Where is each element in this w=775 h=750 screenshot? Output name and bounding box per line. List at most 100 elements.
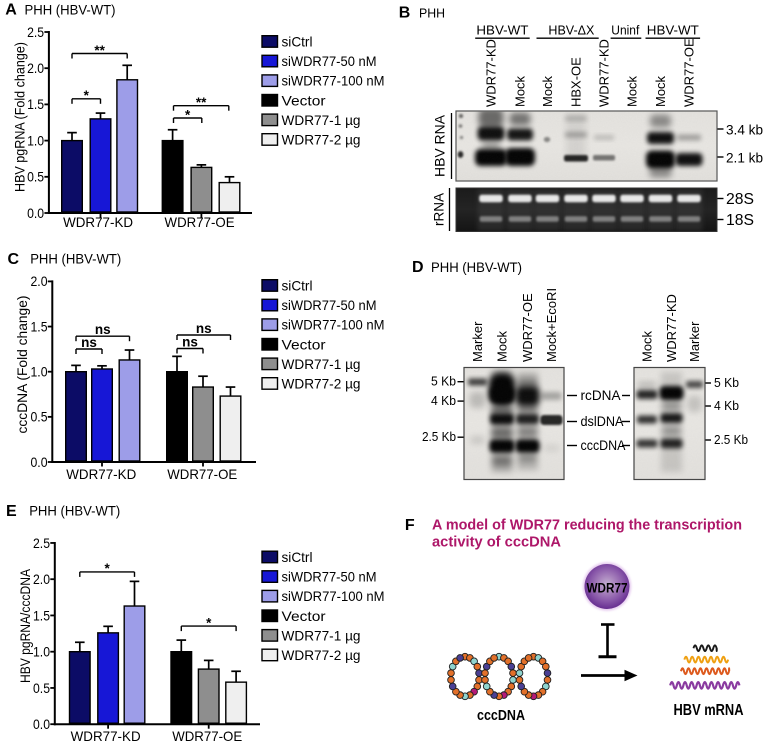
svg-text:0.5: 0.5 bbox=[31, 409, 48, 425]
svg-text:*: * bbox=[84, 88, 90, 103]
svg-text:WDR77-OE: WDR77-OE bbox=[167, 466, 237, 482]
svg-text:Mock: Mock bbox=[625, 75, 640, 107]
svg-text:WDR77-1 µg: WDR77-1 µg bbox=[282, 112, 361, 128]
svg-text:WDR77-1 µg: WDR77-1 µg bbox=[282, 627, 361, 643]
svg-text:Mock: Mock bbox=[495, 330, 510, 362]
svg-text:1.0: 1.0 bbox=[33, 644, 50, 660]
svg-text:PHH (HBV-WT): PHH (HBV-WT) bbox=[25, 1, 116, 17]
svg-text:2.5 Kb: 2.5 Kb bbox=[714, 432, 748, 447]
svg-text:**: ** bbox=[196, 95, 207, 110]
svg-text:HBV-WT: HBV-WT bbox=[647, 23, 699, 38]
svg-text:HBV mRNA: HBV mRNA bbox=[674, 702, 744, 719]
svg-text:*: * bbox=[185, 107, 191, 122]
svg-text:HBV-WT: HBV-WT bbox=[476, 23, 528, 38]
svg-text:WDR77-KD: WDR77-KD bbox=[71, 728, 141, 744]
svg-text:WDR77-2 µg: WDR77-2 µg bbox=[282, 376, 361, 392]
svg-text:HBV pgRNA/cccDNA: HBV pgRNA/cccDNA bbox=[17, 568, 33, 683]
svg-text:siCtrl: siCtrl bbox=[282, 549, 313, 565]
svg-text:Uninf: Uninf bbox=[611, 23, 639, 38]
svg-text:ns: ns bbox=[196, 321, 212, 336]
svg-text:rcDNA: rcDNA bbox=[581, 388, 621, 403]
svg-text:dslDNA: dslDNA bbox=[581, 414, 624, 429]
svg-text:B: B bbox=[399, 5, 411, 22]
svg-text:Vector: Vector bbox=[282, 336, 326, 352]
svg-text:HBV-ΔX: HBV-ΔX bbox=[548, 23, 594, 38]
svg-text:HBV pgRNA (Fold change): HBV pgRNA (Fold change) bbox=[12, 42, 28, 192]
svg-text:Vector: Vector bbox=[282, 92, 326, 108]
svg-text:PHH (HBV-WT): PHH (HBV-WT) bbox=[30, 251, 121, 267]
svg-text:WDR77-KD: WDR77-KD bbox=[66, 466, 136, 482]
svg-text:2.0: 2.0 bbox=[33, 571, 50, 587]
svg-text:0.5: 0.5 bbox=[27, 169, 44, 185]
svg-text:Mock: Mock bbox=[640, 330, 655, 362]
svg-text:Mock: Mock bbox=[513, 75, 528, 107]
svg-text:WDR77-KD: WDR77-KD bbox=[664, 294, 679, 362]
svg-text:Mock+EcoRI: Mock+EcoRI bbox=[544, 288, 559, 362]
svg-text:siWDR77-100 nM: siWDR77-100 nM bbox=[282, 73, 385, 89]
svg-text:A model of WDR77 reducing the: A model of WDR77 reducing the transcript… bbox=[432, 518, 742, 534]
svg-text:A: A bbox=[5, 1, 17, 18]
svg-text:WDR77-KD: WDR77-KD bbox=[63, 214, 133, 230]
svg-text:3.4 kb: 3.4 kb bbox=[726, 121, 763, 137]
svg-text:0.5: 0.5 bbox=[33, 680, 50, 696]
svg-text:Marker: Marker bbox=[470, 321, 485, 362]
svg-text:Mock: Mock bbox=[653, 75, 668, 107]
svg-text:ns: ns bbox=[182, 335, 198, 350]
svg-text:1.0: 1.0 bbox=[27, 132, 44, 148]
svg-text:rRNA: rRNA bbox=[432, 193, 447, 226]
svg-text:HBX-OE: HBX-OE bbox=[569, 57, 584, 107]
svg-text:2.5: 2.5 bbox=[27, 24, 44, 40]
svg-text:0.0: 0.0 bbox=[33, 716, 50, 732]
svg-text:1.0: 1.0 bbox=[31, 364, 48, 380]
svg-text:siWDR77-50 nM: siWDR77-50 nM bbox=[282, 53, 377, 69]
svg-text:E: E bbox=[6, 503, 17, 520]
svg-text:PHH (HBV-WT): PHH (HBV-WT) bbox=[29, 503, 120, 519]
svg-text:WDR77-1 µg: WDR77-1 µg bbox=[282, 356, 361, 372]
svg-text:18S: 18S bbox=[726, 212, 754, 229]
svg-text:HBV RNA: HBV RNA bbox=[433, 115, 448, 177]
svg-text:WDR77: WDR77 bbox=[587, 580, 628, 595]
svg-text:Vector: Vector bbox=[282, 608, 326, 624]
svg-text:siCtrl: siCtrl bbox=[282, 34, 313, 50]
svg-text:WDR77-OE: WDR77-OE bbox=[520, 293, 535, 362]
svg-text:2.0: 2.0 bbox=[27, 60, 44, 76]
svg-text:WDR77-KD: WDR77-KD bbox=[597, 39, 612, 107]
svg-text:PHH: PHH bbox=[419, 6, 445, 21]
svg-text:WDR77-OE: WDR77-OE bbox=[165, 214, 235, 230]
svg-text:siWDR77-50 nM: siWDR77-50 nM bbox=[282, 569, 377, 585]
svg-text:WDR77-OE: WDR77-OE bbox=[682, 38, 697, 107]
svg-text:Marker: Marker bbox=[687, 321, 702, 362]
svg-text:Mock: Mock bbox=[540, 75, 555, 107]
svg-text:ns: ns bbox=[81, 335, 97, 350]
svg-text:5 Kb: 5 Kb bbox=[431, 374, 456, 389]
svg-text:F: F bbox=[405, 517, 415, 534]
svg-text:*: * bbox=[105, 561, 111, 576]
svg-text:2.5: 2.5 bbox=[33, 535, 50, 551]
svg-text:2.0: 2.0 bbox=[31, 273, 48, 289]
svg-text:5 Kb: 5 Kb bbox=[714, 375, 739, 390]
svg-text:**: ** bbox=[94, 43, 105, 58]
svg-text:WDR77-2 µg: WDR77-2 µg bbox=[282, 647, 361, 663]
svg-text:PHH (HBV-WT): PHH (HBV-WT) bbox=[431, 259, 522, 275]
svg-text:WDR77-OE: WDR77-OE bbox=[172, 728, 242, 744]
svg-text:4 Kb: 4 Kb bbox=[431, 393, 456, 408]
svg-text:WDR77-2 µg: WDR77-2 µg bbox=[282, 132, 361, 148]
svg-text:1.5: 1.5 bbox=[33, 607, 50, 623]
svg-text:2.5 Kb: 2.5 Kb bbox=[422, 429, 456, 444]
svg-text:C: C bbox=[8, 251, 20, 268]
svg-text:cccDNA (Fold change): cccDNA (Fold change) bbox=[14, 296, 30, 434]
svg-text:ns: ns bbox=[95, 322, 111, 337]
svg-text:D: D bbox=[412, 259, 424, 276]
svg-text:WDR77-KD: WDR77-KD bbox=[484, 39, 499, 107]
svg-text:siWDR77-50 nM: siWDR77-50 nM bbox=[282, 297, 377, 313]
svg-text:cccDNA: cccDNA bbox=[477, 707, 525, 724]
svg-text:cccDNA: cccDNA bbox=[581, 438, 626, 453]
svg-text:1.5: 1.5 bbox=[27, 96, 44, 112]
svg-text:0.0: 0.0 bbox=[27, 205, 44, 221]
svg-text:siWDR77-100 nM: siWDR77-100 nM bbox=[282, 317, 385, 333]
svg-text:1.5: 1.5 bbox=[31, 318, 48, 334]
svg-text:2.1 kb: 2.1 kb bbox=[726, 149, 763, 165]
svg-text:0.0: 0.0 bbox=[31, 454, 48, 470]
svg-text:4 Kb: 4 Kb bbox=[714, 398, 739, 413]
svg-text:activity of cccDNA: activity of cccDNA bbox=[432, 535, 562, 551]
